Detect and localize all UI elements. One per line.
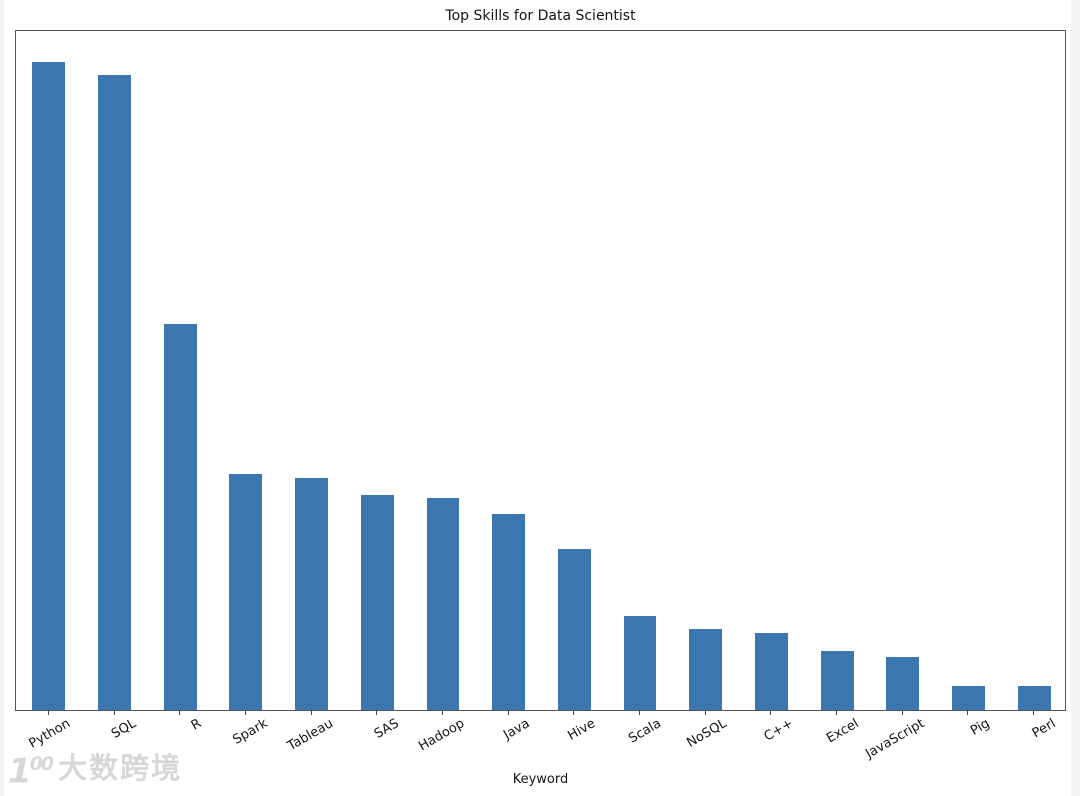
x-tick-sql <box>113 711 115 715</box>
watermark: 100 大数跨境 <box>8 747 183 792</box>
x-tick-label-spark: Spark <box>230 716 270 748</box>
x-tick-hive <box>573 711 575 715</box>
x-tick-nosql <box>704 711 706 715</box>
bar-scala <box>623 616 657 710</box>
page-edge-right <box>1071 0 1080 796</box>
x-tick-r <box>179 711 181 715</box>
x-tick-java <box>507 711 509 715</box>
watermark-text: 大数跨境 <box>58 750 183 785</box>
bar-python <box>32 61 66 710</box>
x-tick-label-tableau: Tableau <box>284 716 336 755</box>
bar-perl <box>1017 685 1051 710</box>
x-tick-label-javascript: JavaScript <box>862 716 927 762</box>
x-tick-sas <box>376 711 378 715</box>
bar-cplusplus <box>754 633 788 710</box>
bar-hadoop <box>426 498 460 710</box>
page-edge-left <box>0 0 4 796</box>
x-tick-javascript <box>901 711 903 715</box>
bar-javascript <box>886 657 920 710</box>
bar-hive <box>557 549 591 710</box>
x-tick-label-cplusplus: C++ <box>761 716 796 745</box>
x-tick-label-r: R <box>188 716 205 734</box>
x-tick-perl <box>1033 711 1035 715</box>
x-tick-hadoop <box>441 711 443 715</box>
x-axis-label: Keyword <box>512 772 569 787</box>
x-tick-label-sql: SQL <box>108 716 139 742</box>
bar-sas <box>360 494 394 710</box>
x-tick-label-scala: Scala <box>626 716 665 747</box>
bar-spark <box>229 474 263 710</box>
bar-nosql <box>689 629 723 710</box>
x-tick-cplusplus <box>770 711 772 715</box>
x-tick-python <box>47 711 49 715</box>
x-tick-label-excel: Excel <box>823 716 862 747</box>
bar-sql <box>98 75 131 710</box>
x-tick-tableau <box>310 711 312 715</box>
x-tick-spark <box>244 711 246 715</box>
plot-area <box>15 30 1066 711</box>
x-tick-label-perl: Perl <box>1029 716 1059 742</box>
x-tick-excel <box>836 711 838 715</box>
x-tick-label-sas: SAS <box>371 716 402 742</box>
bars-layer <box>16 31 1065 710</box>
x-tick-label-java: Java <box>501 716 533 743</box>
x-tick-label-pig: Pig <box>968 716 993 739</box>
bar-java <box>492 514 526 710</box>
watermark-logo-icon: 100 <box>8 751 54 792</box>
x-tick-scala <box>639 711 641 715</box>
bar-tableau <box>295 477 329 710</box>
bar-excel <box>820 650 854 710</box>
chart-title: Top Skills for Data Scientist <box>445 8 636 24</box>
x-tick-label-hadoop: Hadoop <box>416 716 467 755</box>
bar-r <box>163 324 197 710</box>
x-tick-label-hive: Hive <box>565 716 599 744</box>
bar-pig <box>952 685 985 710</box>
x-tick-pig <box>967 711 969 715</box>
x-tick-label-nosql: NoSQL <box>684 716 730 751</box>
